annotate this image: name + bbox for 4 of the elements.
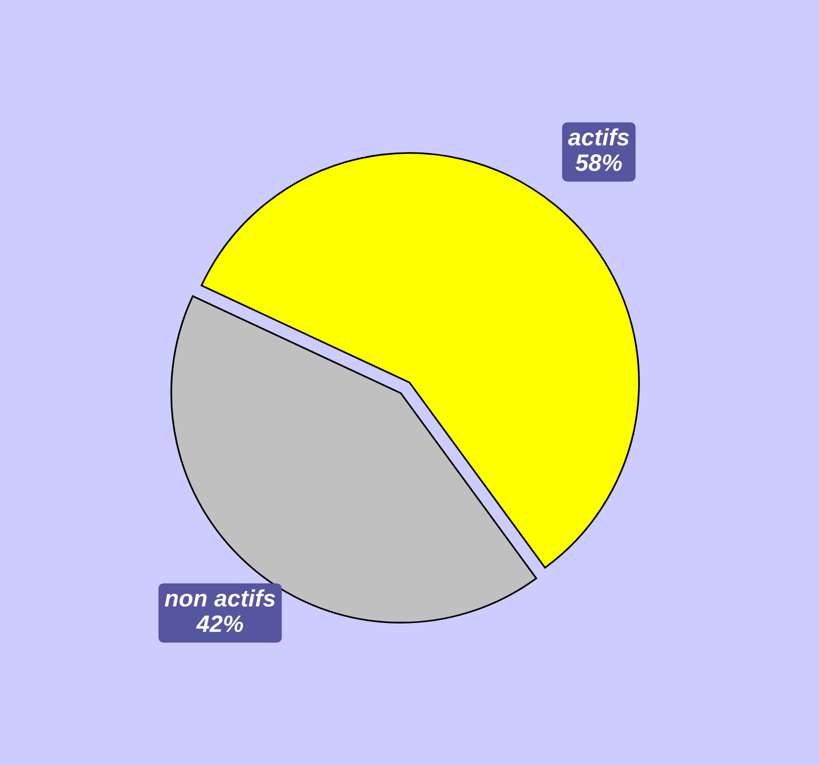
data-label: 58%: [575, 154, 622, 172]
data-label: 42%: [196, 615, 244, 632]
slice-label: actifs: [568, 128, 629, 146]
slice-label: non actifs: [164, 589, 276, 607]
